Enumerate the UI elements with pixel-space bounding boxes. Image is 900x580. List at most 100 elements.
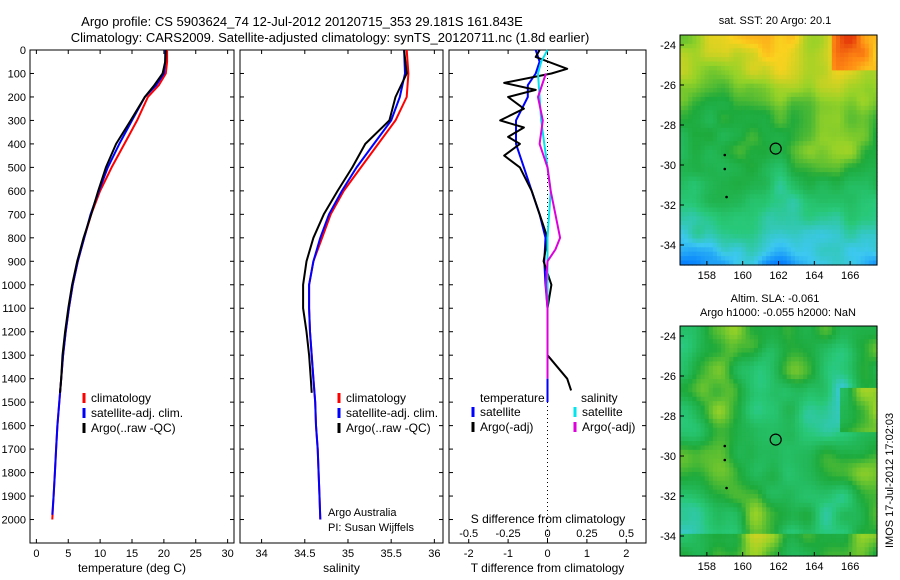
m2-field bbox=[680, 326, 878, 557]
map-cell bbox=[815, 172, 821, 178]
map-cell bbox=[868, 511, 874, 517]
map-cell bbox=[840, 432, 845, 438]
map-cell bbox=[688, 511, 693, 517]
map-cell bbox=[680, 216, 685, 222]
map-cell bbox=[708, 242, 714, 248]
map-cell bbox=[844, 145, 849, 151]
map-cell bbox=[868, 185, 874, 191]
map-cell bbox=[827, 511, 833, 517]
map-cell bbox=[835, 405, 841, 411]
map-cell bbox=[848, 485, 853, 491]
map-cell bbox=[815, 132, 821, 138]
map-cell bbox=[680, 238, 685, 244]
map-cell bbox=[872, 494, 878, 500]
map-cell bbox=[782, 198, 788, 204]
map-cell bbox=[856, 114, 862, 120]
map-cell bbox=[794, 79, 800, 85]
map-cell bbox=[770, 48, 775, 54]
map-cell bbox=[823, 234, 829, 240]
map-cell bbox=[766, 123, 771, 129]
map-cell bbox=[737, 70, 743, 76]
map-cell bbox=[692, 383, 698, 389]
map-cell bbox=[684, 114, 689, 120]
map-cell bbox=[803, 471, 808, 477]
sal-diff-tick-label: -0.5 bbox=[459, 528, 478, 540]
map-cell bbox=[774, 229, 780, 235]
map-cell bbox=[753, 114, 759, 120]
map-cell bbox=[700, 61, 706, 67]
map-cell bbox=[766, 150, 771, 156]
map-cell bbox=[729, 238, 734, 244]
map-cell bbox=[716, 189, 722, 195]
map-cell bbox=[778, 203, 784, 209]
map-cell bbox=[733, 494, 739, 500]
map-cell bbox=[807, 449, 812, 455]
map-cell bbox=[741, 35, 747, 41]
map-cell bbox=[770, 449, 775, 455]
map-cell bbox=[794, 449, 800, 455]
map-cell bbox=[741, 65, 747, 71]
map-cell bbox=[848, 234, 853, 240]
map-cell bbox=[766, 401, 771, 407]
map-cell bbox=[700, 119, 706, 125]
map-cell bbox=[729, 370, 734, 376]
map-cell bbox=[815, 423, 821, 429]
map-cell bbox=[799, 189, 804, 195]
map-cell bbox=[856, 480, 862, 486]
map-cell bbox=[766, 476, 771, 482]
map-cell bbox=[778, 498, 784, 504]
map-cell bbox=[860, 242, 866, 248]
map-cell bbox=[844, 511, 849, 517]
map-cell bbox=[831, 463, 837, 469]
map-cell bbox=[819, 225, 825, 231]
map-cell bbox=[729, 432, 734, 438]
map-cell bbox=[778, 449, 784, 455]
map-cell bbox=[721, 79, 726, 85]
map-cell bbox=[684, 88, 689, 94]
map-cell bbox=[721, 216, 726, 222]
map-cell bbox=[778, 427, 784, 433]
map-cell bbox=[733, 242, 739, 248]
map-cell bbox=[835, 61, 841, 67]
map-cell bbox=[786, 356, 792, 362]
map-cell bbox=[823, 220, 829, 226]
map-cell bbox=[852, 110, 858, 116]
map-cell bbox=[704, 189, 710, 195]
map-x-tick-label: 160 bbox=[734, 270, 752, 282]
map-cell bbox=[794, 145, 800, 151]
map-cell bbox=[835, 110, 841, 116]
map-cell bbox=[700, 216, 706, 222]
map-cell bbox=[799, 163, 804, 169]
map-cell bbox=[803, 203, 808, 209]
difference-panel: -2 -1 0 1 2T difference from climatology-0.5… bbox=[448, 49, 647, 575]
map-cell bbox=[749, 476, 755, 482]
map-cell bbox=[774, 70, 780, 76]
map-cell bbox=[807, 387, 812, 393]
map-cell bbox=[852, 185, 858, 191]
map-cell bbox=[721, 194, 726, 200]
map-cell bbox=[757, 356, 763, 362]
map-cell bbox=[708, 176, 714, 182]
map-cell bbox=[684, 454, 689, 460]
map-cell bbox=[770, 247, 775, 253]
map-cell bbox=[704, 43, 710, 49]
map-cell bbox=[868, 220, 874, 226]
map-cell bbox=[745, 242, 751, 248]
map-cell bbox=[872, 145, 878, 151]
map-cell bbox=[786, 348, 792, 354]
map-cell bbox=[778, 163, 784, 169]
map-cell bbox=[823, 516, 829, 522]
map-cell bbox=[864, 379, 870, 385]
map-cell bbox=[782, 480, 788, 486]
map-cell bbox=[733, 101, 739, 107]
map-cell bbox=[770, 167, 775, 173]
map-cell bbox=[737, 326, 743, 332]
map-cell bbox=[840, 203, 845, 209]
map-cell bbox=[819, 516, 825, 522]
map-cell bbox=[749, 511, 755, 517]
map-cell bbox=[852, 374, 858, 380]
map-cell bbox=[704, 136, 710, 142]
map-cell bbox=[737, 251, 743, 257]
map-cell bbox=[868, 396, 874, 402]
map-cell bbox=[823, 247, 829, 253]
